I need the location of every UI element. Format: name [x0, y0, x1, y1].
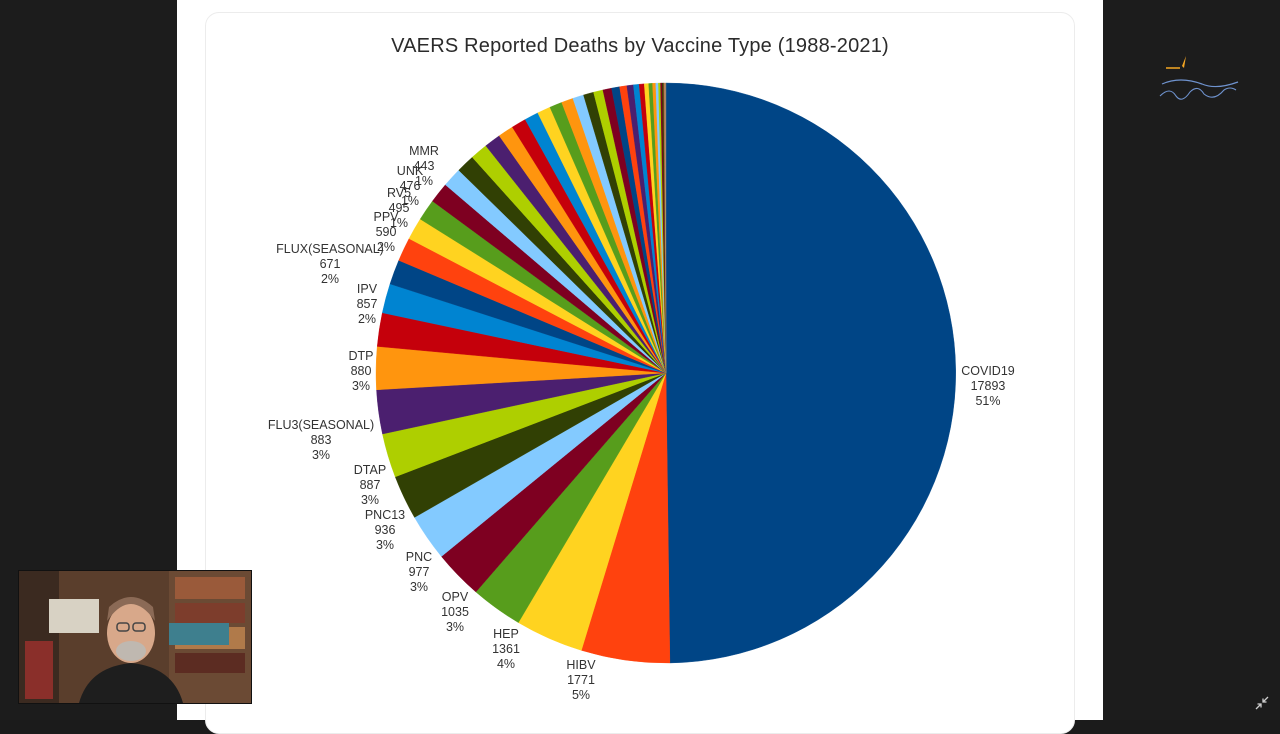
pie-slice-unlabeled-45: [665, 82, 667, 374]
exit-fullscreen-button[interactable]: [1254, 696, 1270, 712]
data-label-ppv: PPV 590 2%: [373, 210, 399, 254]
presenter-webcam: [18, 570, 252, 704]
letterbox-right: [1103, 0, 1280, 720]
data-label-rv5: RV5 495 1%: [387, 186, 411, 230]
pie-slice-covid19: [665, 82, 956, 664]
data-label-mmr: MMR 443 1%: [409, 144, 439, 188]
data-label-flux-seasonal-: FLUX(SEASONAL) 671 2%: [276, 242, 384, 286]
data-label-unk: UNK 476 1%: [397, 164, 424, 208]
chart-title: VAERS Reported Deaths by Vaccine Type (1…: [391, 35, 889, 57]
data-label-hibv: HIBV 1771 5%: [566, 658, 596, 702]
channel-logo-icon: [1159, 56, 1239, 100]
data-label-opv: OPV 1035 3%: [441, 590, 469, 634]
data-label-pnc13: PNC13 936 3%: [365, 508, 405, 552]
data-label-pnc: PNC 977 3%: [406, 550, 432, 594]
data-label-ipv: IPV 857 2%: [357, 282, 378, 326]
data-label-hep: HEP 1361 4%: [492, 627, 520, 671]
data-label-flu3-seasonal-: FLU3(SEASONAL) 883 3%: [268, 418, 374, 462]
data-label-dtap: DTAP 887 3%: [354, 463, 386, 507]
data-label-covid19: COVID19 17893 51%: [961, 364, 1015, 408]
collapse-arrows-icon: [1255, 696, 1269, 710]
data-label-dtp: DTP 880 3%: [349, 349, 374, 393]
